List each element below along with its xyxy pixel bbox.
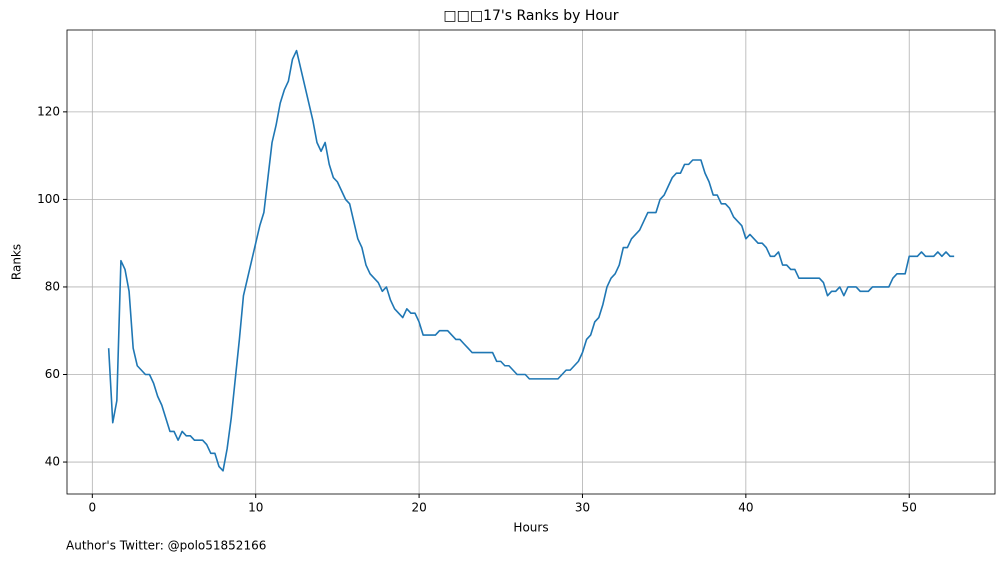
chart-title: □□□17's Ranks by Hour	[443, 8, 618, 24]
x-tick-label: 10	[248, 501, 263, 515]
plot-frame	[66, 29, 996, 495]
x-tick-label: 50	[902, 501, 917, 515]
y-tick-label: 40	[45, 455, 60, 469]
x-axis-label: Hours	[513, 521, 548, 535]
footnote: Author's Twitter: @polo51852166	[66, 539, 266, 553]
x-tick-label: 20	[411, 501, 426, 515]
y-tick-label: 120	[37, 104, 60, 118]
x-tick-label: 0	[89, 501, 97, 515]
y-tick-label: 80	[45, 279, 60, 293]
y-axis-label: Ranks	[10, 244, 24, 280]
x-tick-label: 30	[575, 501, 590, 515]
y-tick-label: 100	[37, 192, 60, 206]
y-tick-label: 60	[45, 367, 60, 381]
line	[107, 49, 955, 472]
x-tick-label: 40	[738, 501, 753, 515]
